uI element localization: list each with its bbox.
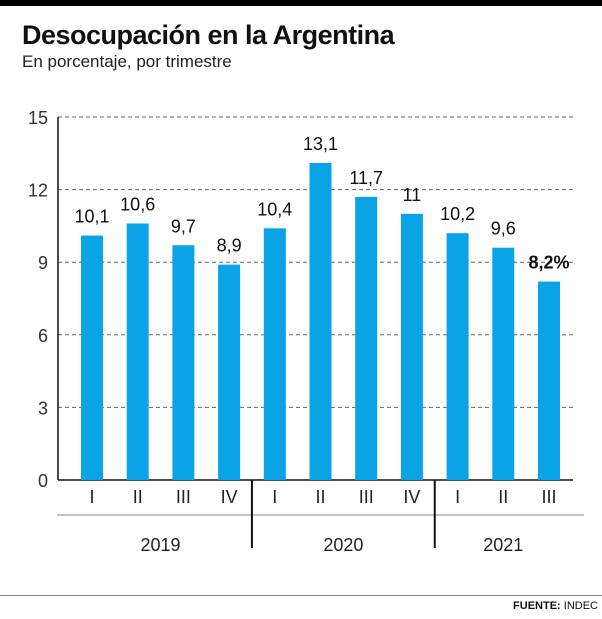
x-tick-label: IV	[221, 487, 238, 507]
y-tick-label: 3	[38, 398, 48, 418]
bar-value-label: 10,1	[74, 207, 109, 227]
bar	[81, 235, 103, 480]
bar	[446, 233, 469, 480]
y-tick-label: 0	[38, 471, 48, 491]
bar-value-label: 9,6	[491, 219, 516, 239]
y-tick-label: 15	[28, 108, 48, 128]
bar	[400, 213, 423, 481]
x-tick-label: I	[455, 487, 460, 507]
bar-value-label: 10,2	[440, 204, 475, 224]
x-tick-label: I	[272, 487, 277, 507]
footer-divider	[0, 595, 602, 596]
bar-value-label: 13,1	[303, 134, 338, 154]
bar	[218, 264, 241, 480]
bar	[492, 247, 515, 480]
year-label: 2019	[141, 535, 181, 555]
x-tick-label: III	[176, 487, 191, 507]
x-tick-label: II	[315, 487, 325, 507]
bar	[263, 228, 286, 480]
chart-title: Desocupación en la Argentina	[22, 20, 395, 50]
bar-value-label: 10,4	[257, 199, 292, 219]
x-tick-label: II	[498, 487, 508, 507]
source-label: FUENTE:	[513, 600, 561, 612]
x-tick-label: III	[359, 487, 374, 507]
bar	[126, 223, 149, 481]
bar	[309, 162, 332, 481]
y-tick-label: 9	[38, 253, 48, 273]
year-label: 2020	[323, 535, 363, 555]
y-tick-label: 6	[38, 326, 48, 346]
x-tick-label: I	[89, 487, 94, 507]
bar-value-label: 8,9	[217, 236, 242, 256]
x-tick-label: II	[133, 487, 143, 507]
bar-chart: 0369121510,1I10,6II9,7III8,9IV10,4I13,1I…	[28, 108, 584, 555]
bar-value-label: 9,7	[171, 216, 196, 236]
bar	[538, 281, 560, 480]
bar-value-label: 8,2%	[528, 253, 569, 273]
source-note: FUENTE: INDEC	[513, 600, 598, 612]
x-tick-label: IV	[403, 487, 420, 507]
bar	[172, 245, 195, 480]
y-tick-label: 12	[28, 181, 48, 201]
bar-value-label: 11	[403, 185, 422, 205]
year-label: 2021	[483, 535, 523, 555]
x-tick-label: III	[541, 487, 556, 507]
chart-subtitle: En porcentaje, por trimestre	[22, 52, 232, 71]
source-value: INDEC	[563, 600, 598, 612]
bar-value-label: 10,6	[120, 194, 155, 214]
top-rule	[0, 0, 602, 6]
bar	[355, 196, 378, 481]
bar-value-label: 11,7	[349, 168, 383, 188]
